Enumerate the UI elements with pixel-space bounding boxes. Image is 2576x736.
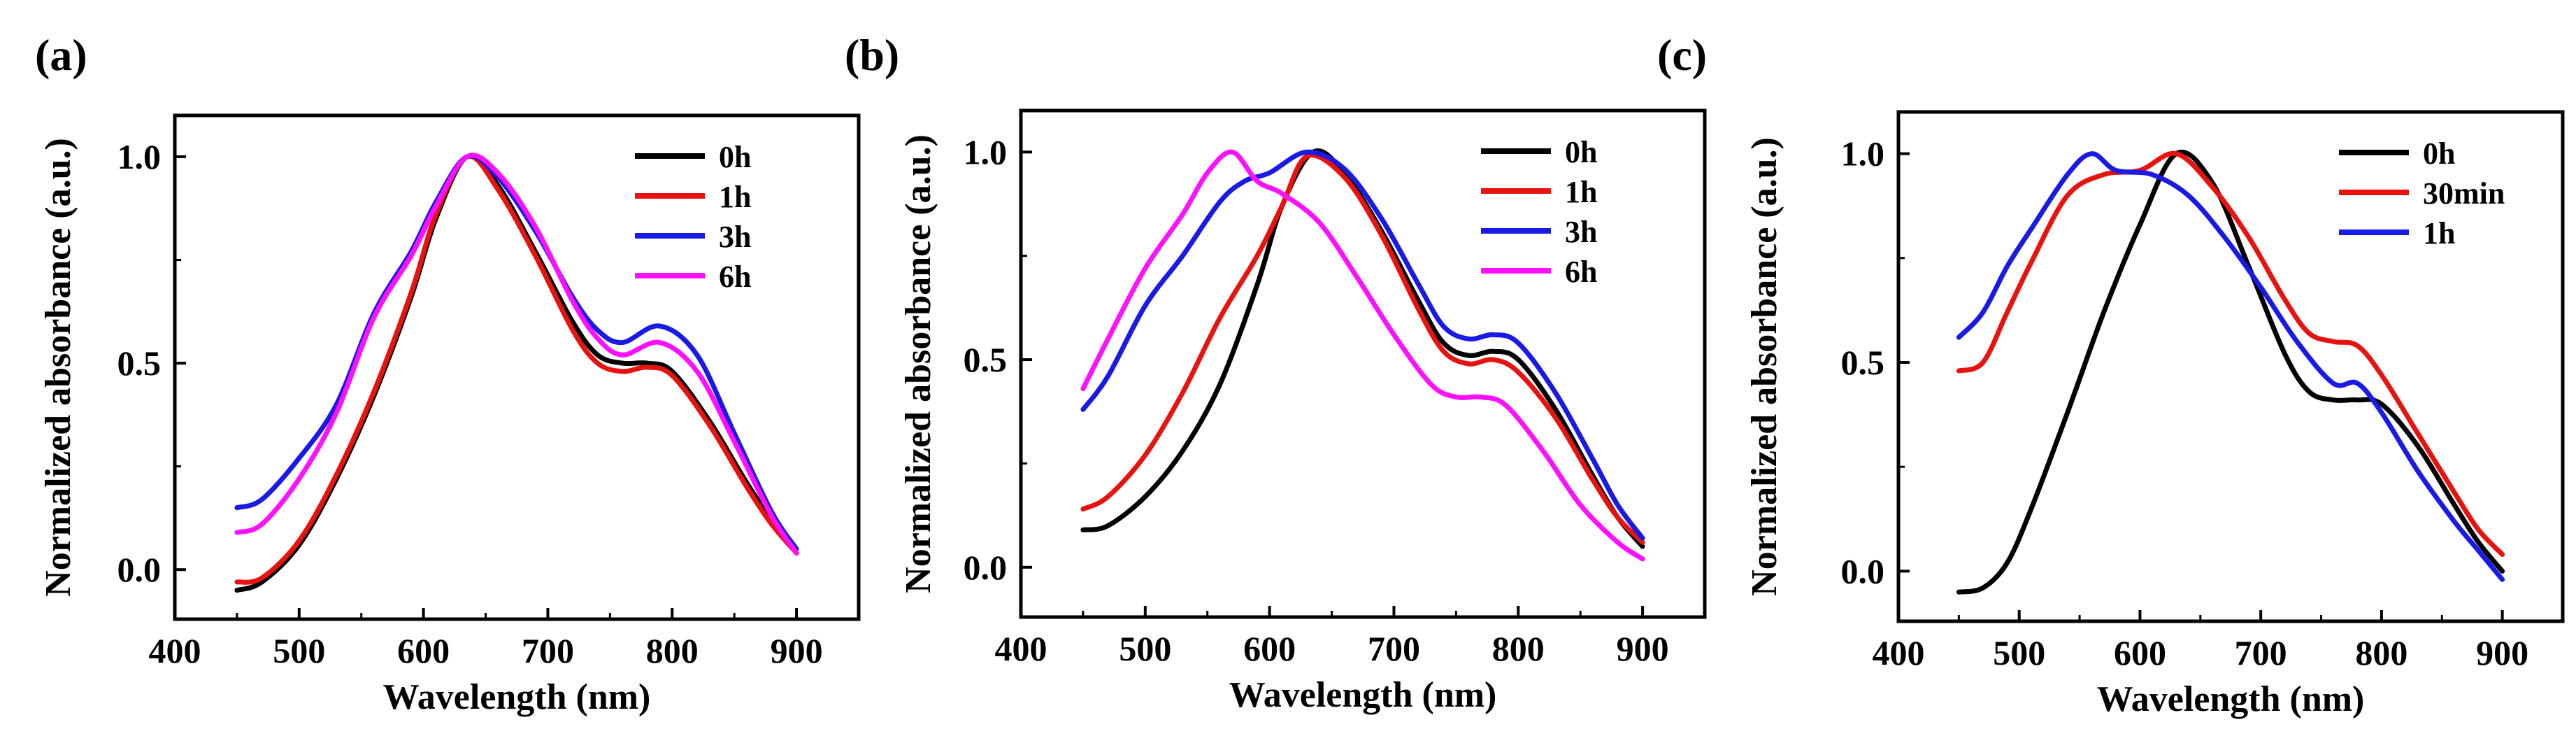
series-line-1h [1080, 153, 1645, 545]
x-tick-label: 500 [1119, 629, 1171, 668]
x-tick-label: 900 [1617, 629, 1669, 668]
y-axis-title: Normalized absorbance (a.u.) [899, 134, 938, 593]
chart-panel-2: (b) 400 500 600 700 800 900 0.0 0.5 1.0 Wavelength… [845, 30, 1707, 715]
panel-letter: (b) [845, 30, 899, 80]
series-line-0h [1080, 148, 1645, 549]
y-tick-label: 0.5 [117, 344, 162, 383]
x-tick-label: 600 [1243, 629, 1296, 668]
legend-label-1h: 1h [1565, 175, 1597, 209]
y-tick-label: 0.0 [117, 550, 162, 589]
x-tick-label: 400 [149, 631, 201, 670]
series-line-3h [234, 153, 799, 552]
y-tick-label: 0.0 [964, 548, 1008, 587]
y-axis-title: Normalized absorbance (a.u.) [1745, 137, 1784, 596]
chart-panel-3: (c) 400 500 600 700 800 900 0.0 0.5 1.0 Wavelength… [1657, 30, 2565, 719]
x-tick-label: 800 [2355, 633, 2407, 672]
series-line-6h [1080, 149, 1645, 562]
series-line-6h [234, 153, 799, 556]
series-line-30min [1956, 150, 2505, 557]
x-tick-label: 900 [2476, 633, 2528, 672]
y-tick-label: 0.0 [1841, 551, 1885, 590]
x-tick-label: 900 [771, 631, 823, 670]
series-line-1h [234, 153, 799, 585]
x-tick-label: 500 [1993, 633, 2045, 672]
legend-label-3h: 3h [1565, 215, 1597, 249]
y-tick-label: 1.0 [1841, 134, 1885, 174]
x-tick-label: 600 [2114, 633, 2166, 672]
x-tick-label: 600 [397, 631, 450, 670]
plot-frame [1019, 108, 1707, 619]
legend-label-1h: 1h [719, 180, 751, 214]
x-tick-label: 500 [273, 631, 325, 670]
x-axis-title: Wavelength (nm) [2097, 679, 2365, 719]
plot-frame [173, 113, 861, 621]
series-line-3h [1080, 149, 1645, 541]
legend-label-1h: 1h [2423, 216, 2455, 250]
series-line-0h [1956, 150, 2505, 595]
legend-label-3h: 3h [719, 220, 751, 254]
chart-panel-1: (a) 400 500 600 700 800 900 0.0 0.5 1.0 Wavelength… [35, 30, 861, 717]
legend-label-6h: 6h [1565, 255, 1597, 289]
panel-letter: (c) [1657, 30, 1707, 80]
legend-label-0h: 0h [719, 140, 751, 174]
panel-letter: (a) [35, 30, 87, 80]
x-tick-label: 400 [1873, 633, 1925, 672]
x-axis-title: Wavelength (nm) [383, 677, 651, 717]
legend-label-0h: 0h [1565, 135, 1597, 169]
y-tick-label: 1.0 [964, 132, 1008, 171]
x-tick-label: 700 [2235, 633, 2287, 672]
x-tick-label: 400 [995, 629, 1047, 668]
y-tick-label: 0.5 [964, 340, 1008, 379]
legend-label-6h: 6h [719, 260, 751, 294]
plot-frame [1896, 110, 2565, 623]
y-axis-title: Normalized absorbance (a.u.) [38, 138, 78, 597]
legend-label-0h: 0h [2423, 136, 2455, 171]
x-axis-title: Wavelength (nm) [1229, 675, 1497, 715]
legend-label-30min: 30min [2423, 176, 2505, 211]
y-tick-label: 0.5 [1841, 343, 1885, 382]
y-tick-label: 1.0 [117, 137, 162, 176]
x-tick-label: 700 [1368, 629, 1420, 668]
x-tick-label: 800 [646, 631, 699, 670]
series-line-1h [1956, 151, 2505, 582]
x-tick-label: 800 [1492, 629, 1545, 668]
x-tick-label: 700 [522, 631, 574, 670]
